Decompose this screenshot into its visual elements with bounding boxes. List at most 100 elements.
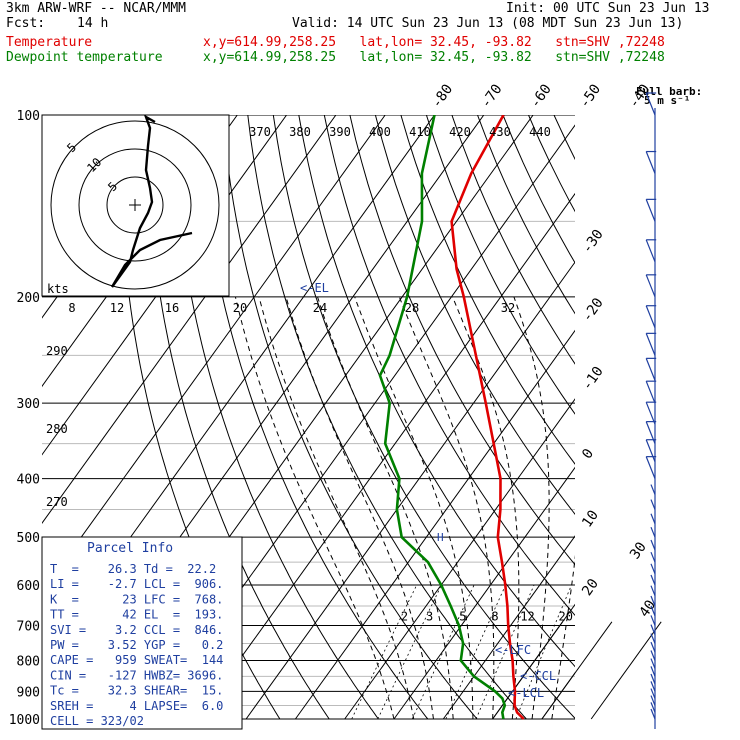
theta-left-label: 270 <box>46 495 68 509</box>
dry-adiabat <box>553 115 575 161</box>
mixing-ratio-line <box>445 584 506 720</box>
forecast-hour: 14 h <box>77 16 109 31</box>
mixing-ratio-label: 2 <box>401 609 408 623</box>
dry-adiabat <box>374 115 575 515</box>
dry-adiabat <box>502 115 575 264</box>
isotherm-line <box>442 535 575 720</box>
wind-barb <box>645 333 656 356</box>
isotherm-label: -80 <box>429 81 457 111</box>
wind-barbs: Full barb:5 m s⁻¹ <box>636 85 702 729</box>
dry-adiabat <box>247 115 527 720</box>
isotherm-line <box>196 192 575 720</box>
isotherm-extension-line <box>590 621 662 720</box>
wind-barb <box>645 92 656 116</box>
dry-adiabat <box>221 115 478 720</box>
parcel-info-row: CIN = -127 HWBZ= 3696. <box>50 668 223 682</box>
forecast-label: Fcst: <box>6 16 46 31</box>
wind-barb <box>645 358 656 381</box>
dry-adiabat <box>656 115 740 719</box>
speed-label: 32 <box>501 301 515 315</box>
isotherm-line <box>42 115 386 593</box>
mixing-ratio-label: 5 <box>459 609 466 623</box>
moist-adiabat <box>317 296 454 720</box>
theta-label: 390 <box>329 125 351 139</box>
mixing-ratio-label: 12 <box>520 609 534 623</box>
grid-layer <box>42 115 740 720</box>
dry-adiabat <box>580 115 740 719</box>
pressure-tick-label: 500 <box>17 531 40 546</box>
parcel-info-row: T = 26.3 Td = 22.2 <box>50 562 216 576</box>
valid-time: Valid: 14 UTC Sun 23 Jun 13 (08 MDT Sun … <box>292 16 684 31</box>
wind-barb <box>645 274 656 298</box>
speed-label: 16 <box>165 301 179 315</box>
wind-barb <box>645 421 656 444</box>
isotherm-label: -30 <box>579 227 607 257</box>
theta-label: 400 <box>369 125 391 139</box>
lfc-label: <-LFC <box>495 643 531 657</box>
isotherm-extension-line <box>541 621 613 720</box>
model-title: 3km ARW-WRF -- NCAR/MMM <box>6 1 187 16</box>
mixing-ratio-line <box>475 584 535 720</box>
ccl-label: <-CCL <box>520 669 556 683</box>
parcel-info-row: Tc = 32.3 SHEAR= 15. <box>50 684 223 698</box>
wind-barb <box>650 681 656 692</box>
wind-barb <box>645 401 656 425</box>
isotherm-label: -50 <box>577 81 605 111</box>
isotherm-label: 0 <box>579 446 597 462</box>
theta-label: 410 <box>409 125 431 139</box>
speed-label: 24 <box>313 301 327 315</box>
temperature-legend: Temperature <box>6 35 93 50</box>
isotherm-label: 40 <box>636 597 659 620</box>
wind-barb <box>645 456 656 479</box>
temperature-line <box>450 115 525 720</box>
wind-barb <box>650 605 656 617</box>
mixing-ratio-label: 8 <box>491 609 498 623</box>
dry-adiabat <box>196 115 429 720</box>
full-barb-label: Full barb: <box>636 85 702 98</box>
moist-adiabat <box>452 296 520 720</box>
parcel-info-row: PW = 3.52 YGP = 0.2 <box>50 638 223 652</box>
isotherm-line <box>492 603 575 720</box>
wind-barb <box>650 551 656 563</box>
isotherm-label: 30 <box>627 539 650 562</box>
dry-adiabat <box>349 115 575 566</box>
theta-label: 420 <box>449 125 471 139</box>
dewpoint-line <box>378 115 507 720</box>
wind-barb <box>650 484 656 495</box>
wind-barb <box>650 595 656 607</box>
dry-adiabat <box>400 115 575 465</box>
wind-barb <box>650 513 656 524</box>
wind-barb <box>650 615 656 626</box>
moist-adiabat <box>354 296 474 719</box>
parcel-info-box: Parcel Info T = 26.3 Td = 22.2LI = -2.7 L… <box>41 536 243 730</box>
wind-barb <box>650 633 656 644</box>
moist-adiabat <box>398 296 495 720</box>
isotherm-line <box>344 398 575 720</box>
wind-barb <box>645 305 656 328</box>
isotherm-label: 10 <box>579 508 602 531</box>
isotherm-line <box>591 115 740 719</box>
theta-label: 370 <box>249 125 271 139</box>
lcl-label: <-LCL <box>508 686 544 700</box>
parcel-info-row: CAPE = 959 SWEAT= 144 <box>50 653 223 667</box>
isotherm-label: -60 <box>527 81 555 111</box>
dry-adiabat <box>733 115 740 719</box>
wind-barb <box>645 439 656 462</box>
wind-barb <box>650 526 656 538</box>
dry-adiabat <box>425 115 575 415</box>
wind-barb <box>650 650 656 661</box>
dry-adiabat <box>707 115 740 719</box>
isotherm-line <box>393 466 575 720</box>
el-label: <-EL <box>300 281 329 295</box>
wind-barb <box>650 688 656 699</box>
dry-adiabat <box>451 115 575 365</box>
hodograph-ring <box>78 148 192 262</box>
wind-barb <box>650 563 656 575</box>
moist-adiabat <box>513 296 550 720</box>
wind-barb <box>650 695 656 706</box>
parcel-info-row: TT = 42 EL = 193. <box>50 608 223 622</box>
theta-left-label: 290 <box>46 344 68 358</box>
isotherm-label: -70 <box>478 81 506 111</box>
pressure-tick-label: 400 <box>17 473 40 488</box>
